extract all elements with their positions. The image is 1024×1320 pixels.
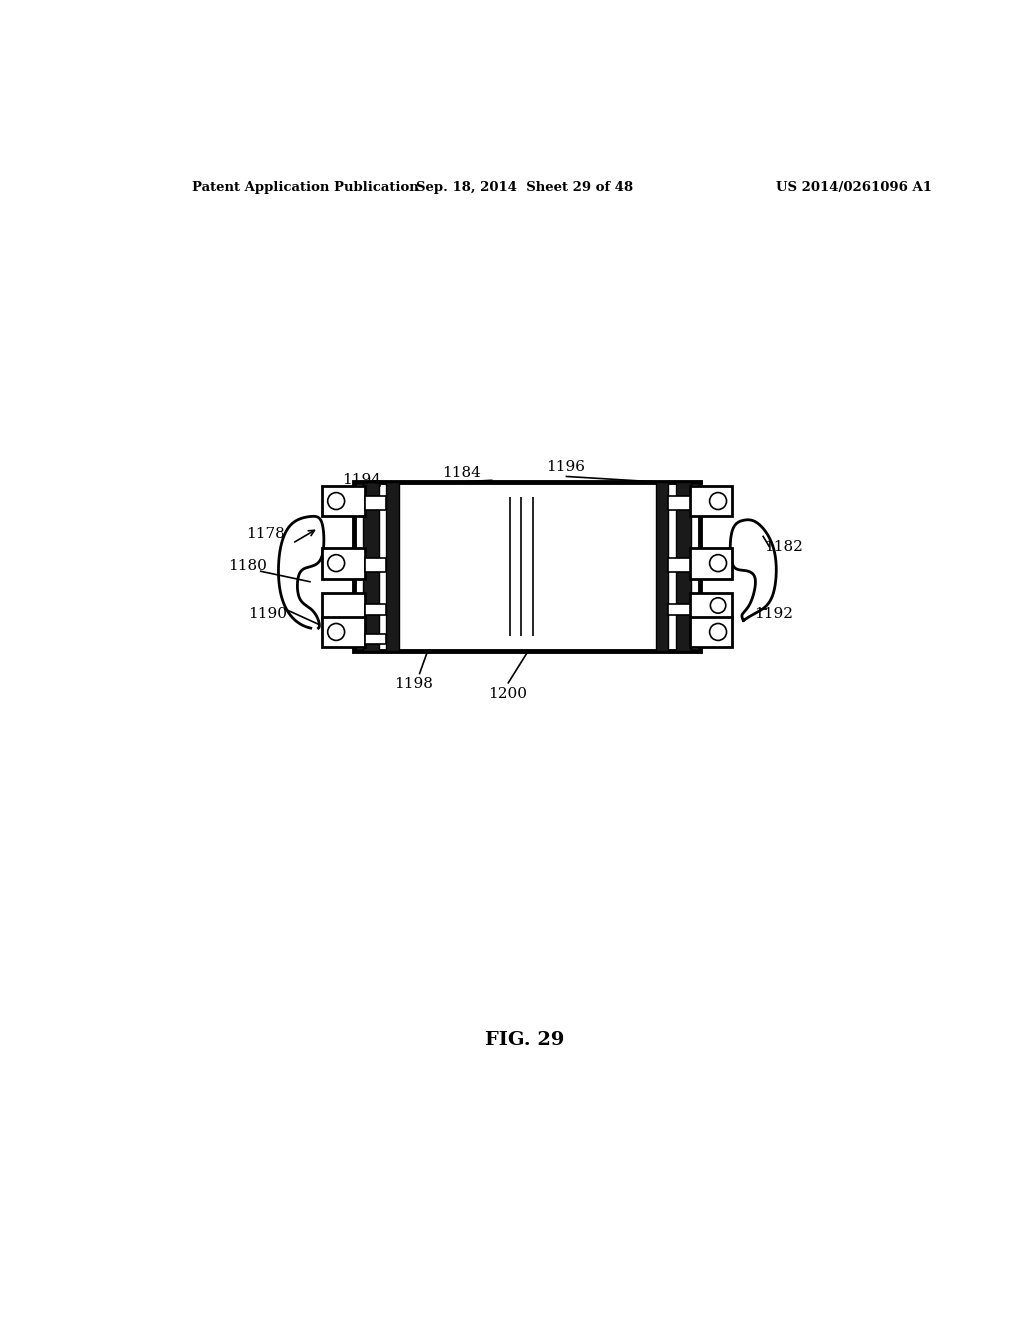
Bar xyxy=(364,482,379,651)
Text: 1192: 1192 xyxy=(754,607,793,622)
Circle shape xyxy=(328,554,345,572)
Text: US 2014/0261096 A1: US 2014/0261096 A1 xyxy=(776,181,933,194)
Bar xyxy=(365,496,386,511)
Bar xyxy=(354,482,700,651)
Text: 1198: 1198 xyxy=(394,677,433,690)
Bar xyxy=(323,593,365,618)
Text: FIG. 29: FIG. 29 xyxy=(485,1031,564,1049)
Text: Patent Application Publication: Patent Application Publication xyxy=(193,181,419,194)
Circle shape xyxy=(328,492,345,510)
Text: 1180: 1180 xyxy=(228,560,267,573)
Circle shape xyxy=(710,554,727,572)
Bar xyxy=(365,635,386,644)
Bar xyxy=(689,616,732,647)
Text: 1178: 1178 xyxy=(246,527,285,541)
Bar xyxy=(655,482,668,651)
Bar xyxy=(676,482,691,651)
Bar xyxy=(323,616,365,647)
Bar xyxy=(689,548,732,578)
Bar xyxy=(668,496,689,511)
Bar xyxy=(668,558,689,573)
Bar xyxy=(365,605,386,615)
Circle shape xyxy=(711,598,726,614)
Text: 1182: 1182 xyxy=(764,540,803,554)
Bar xyxy=(323,548,365,578)
Text: 1194: 1194 xyxy=(342,474,381,487)
Bar xyxy=(689,486,732,516)
Circle shape xyxy=(710,623,727,640)
Circle shape xyxy=(710,492,727,510)
Text: 1200: 1200 xyxy=(488,686,527,701)
Bar xyxy=(689,593,732,618)
Bar xyxy=(668,605,689,615)
Text: Sep. 18, 2014  Sheet 29 of 48: Sep. 18, 2014 Sheet 29 of 48 xyxy=(416,181,634,194)
Bar xyxy=(386,482,398,651)
Circle shape xyxy=(328,623,345,640)
Text: 1190: 1190 xyxy=(248,607,287,622)
Bar xyxy=(365,558,386,573)
Text: 1196: 1196 xyxy=(546,461,585,474)
Text: 1184: 1184 xyxy=(442,466,481,479)
Bar xyxy=(323,486,365,516)
